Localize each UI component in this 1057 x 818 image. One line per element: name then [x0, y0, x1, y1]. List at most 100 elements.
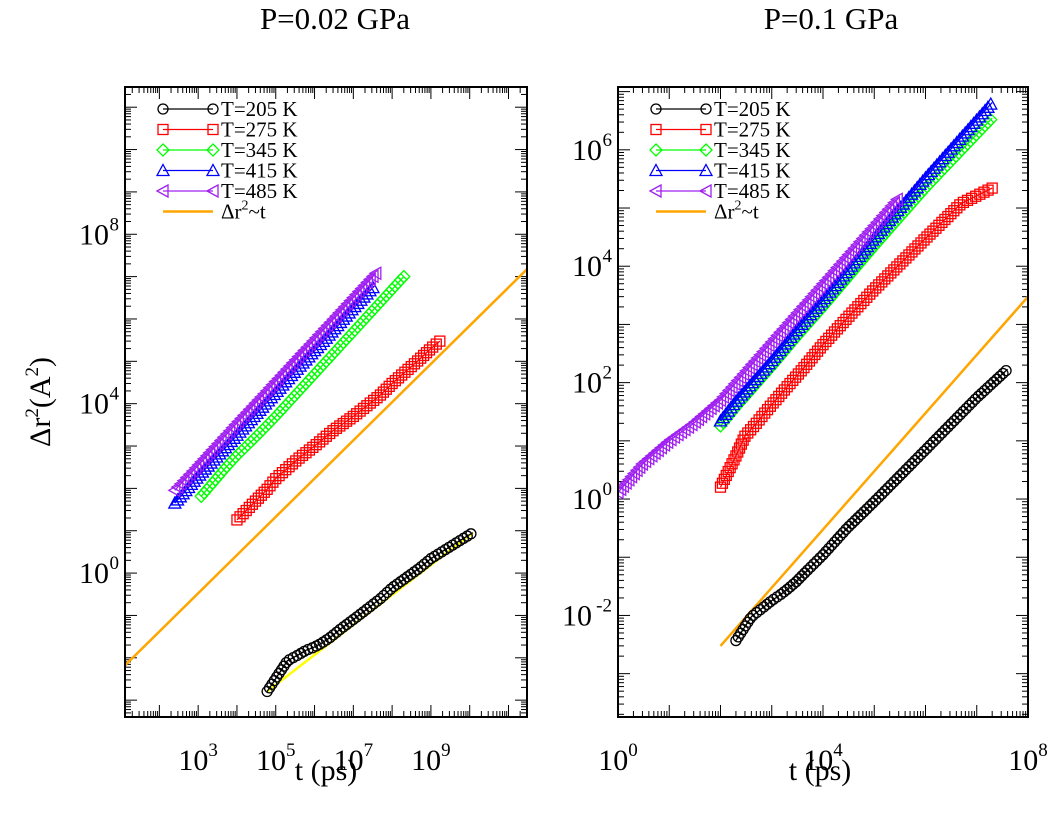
right-series-t-205-k-point: [939, 424, 951, 436]
left-series-t-205-k-point: [465, 528, 477, 540]
left-legend-marker: [206, 143, 220, 157]
right-legend-label: T=205 K: [714, 97, 791, 121]
right-legend-label: T=345 K: [714, 138, 791, 162]
right-legend-marker: [650, 103, 662, 115]
right-series-t-275-k-point: [978, 186, 990, 198]
left-series-t-415-k-point: [333, 315, 348, 329]
right-legend-item-t-345-k: T=345 K: [649, 138, 791, 162]
right-series-t-275-k-point: [900, 252, 912, 264]
right-series-t-415-k-point: [806, 304, 821, 318]
left-series-t-415-k-point: [224, 434, 239, 448]
right-series-t-205-k-point: [978, 384, 991, 397]
right-series-t-205-k-point: [918, 445, 930, 458]
right-series-t-275-k-point: [918, 234, 930, 246]
left-axis-ticks: [125, 86, 528, 718]
right-series-t-205-k-point: [823, 542, 835, 555]
right-series-t-485-k-point: [654, 440, 668, 455]
left-series-t-415-k-point: [218, 440, 233, 454]
right-series-t-485-k-point: [638, 454, 652, 469]
right-series-t-485-k-point: [750, 350, 764, 366]
left-series-r2-t-line: [125, 268, 527, 667]
right-series-t-275-k-point: [912, 240, 924, 252]
right-series-t-205-k-point: [840, 523, 852, 536]
left-series-t-485-k-point: [285, 355, 299, 370]
left-series-t-415-k-point: [264, 390, 279, 404]
right-series-t-485-k-point: [650, 443, 664, 458]
right-series-t-485-k-point: [767, 331, 781, 346]
right-series-t-415-k-point: [980, 99, 996, 113]
right-series-t-485-k-point: [881, 202, 895, 217]
left-series-t-415-k-point: [313, 337, 328, 351]
right-series-t-485-k-point: [855, 231, 869, 246]
right-series-t-415-k-point: [963, 119, 978, 133]
right-series-t-275-k-point: [714, 481, 727, 493]
left-legend-label: Δr2~t: [221, 199, 266, 224]
left-series-t-485-k-point: [297, 343, 311, 358]
right-series-t-205-k-point: [969, 393, 981, 405]
right-series-t-485-k-point: [846, 241, 860, 256]
left-series-t-345-k-point: [396, 269, 411, 284]
right-series-t-275-k-point: [921, 231, 933, 243]
right-series-t-205-k-point: [861, 503, 873, 515]
right-series-t-415-k-point: [723, 400, 738, 414]
right-legend-marker: [648, 183, 662, 199]
right-x-tick-label: 108: [1008, 740, 1048, 777]
right-series-t-275-k-point: [858, 294, 870, 307]
right-series-t-205-k-point: [921, 442, 933, 454]
right-series-t-415-k-point: [778, 336, 793, 350]
left-series-t-415-k-point: [304, 346, 319, 360]
right-series-t-415-k-point: [742, 378, 757, 392]
right-series-t-415-k-point: [926, 160, 942, 174]
right-series-t-205-k-point: [906, 457, 918, 470]
right-series-t-415-k-point: [797, 313, 812, 327]
right-series-t-485-k-point: [844, 244, 858, 259]
right-series-t-415-k-point: [718, 406, 733, 420]
right-series-t-275-k-point: [718, 473, 731, 486]
right-series-t-485-k-point: [832, 257, 846, 272]
left-series-t-415-k-point: [252, 402, 267, 416]
right-series-t-415-k-point: [887, 206, 903, 220]
left-series-t-415-k-point: [209, 449, 224, 463]
left-legend-label: T=485 K: [221, 179, 298, 203]
right-series-t-485-k-point: [709, 395, 723, 410]
right-series-t-415-k-point: [921, 167, 936, 181]
left-series-t-485-k-point: [173, 476, 187, 491]
right-series-t-485-k-point: [621, 472, 635, 487]
left-series-t-485-k-point: [231, 414, 245, 429]
right-legend-marker: [699, 143, 713, 157]
right-series-t-485-k-markers: [618, 192, 903, 500]
right-series-t-205-k-point: [825, 539, 838, 551]
left-series-t-485-k-point: [302, 337, 316, 352]
right-series-t-485-k-point: [852, 234, 866, 249]
right-series-t-415-k-point: [808, 300, 824, 314]
left-series-t-485-k-point: [245, 399, 259, 414]
left-legend-marker: [205, 183, 219, 199]
right-series-t-415-k-point: [958, 125, 973, 139]
left-legend-marker: [156, 143, 170, 157]
right-series-t-205-k-point: [994, 370, 1006, 382]
right-series-t-415-k-point: [907, 183, 922, 197]
right-series-t-205-k-point: [888, 476, 900, 488]
left-series-t-415-k-point: [246, 409, 262, 423]
left-series-t-415-k-point: [287, 364, 302, 378]
right-series-t-415-k-point: [814, 294, 829, 308]
left-series-t-415-k-point: [255, 399, 270, 413]
right-series-t-205-k-point: [879, 485, 891, 497]
left-series-t-275-k-point: [264, 480, 276, 492]
right-series-t-415-k-point: [783, 329, 798, 343]
left-series-t-485-k-point: [196, 451, 210, 466]
left-series-t-485-k-point: [194, 454, 208, 469]
left-series-t-275-k-point: [231, 514, 243, 526]
right-series-t-485-k-point: [753, 347, 767, 362]
right-series-t-275-k-point: [735, 438, 747, 450]
right-series-t-485-k-point: [733, 370, 747, 385]
left-series-t-415-k-point: [235, 421, 250, 435]
right-series-t-205-k-point: [894, 470, 906, 482]
right-series-t-485-k-point: [684, 417, 698, 432]
left-series-t-275-k-point: [273, 469, 285, 482]
right-series-t-415-k-point: [825, 281, 840, 295]
left-series-t-205-k-markers: [261, 528, 477, 698]
left-series-t-415-k-point: [310, 340, 325, 354]
